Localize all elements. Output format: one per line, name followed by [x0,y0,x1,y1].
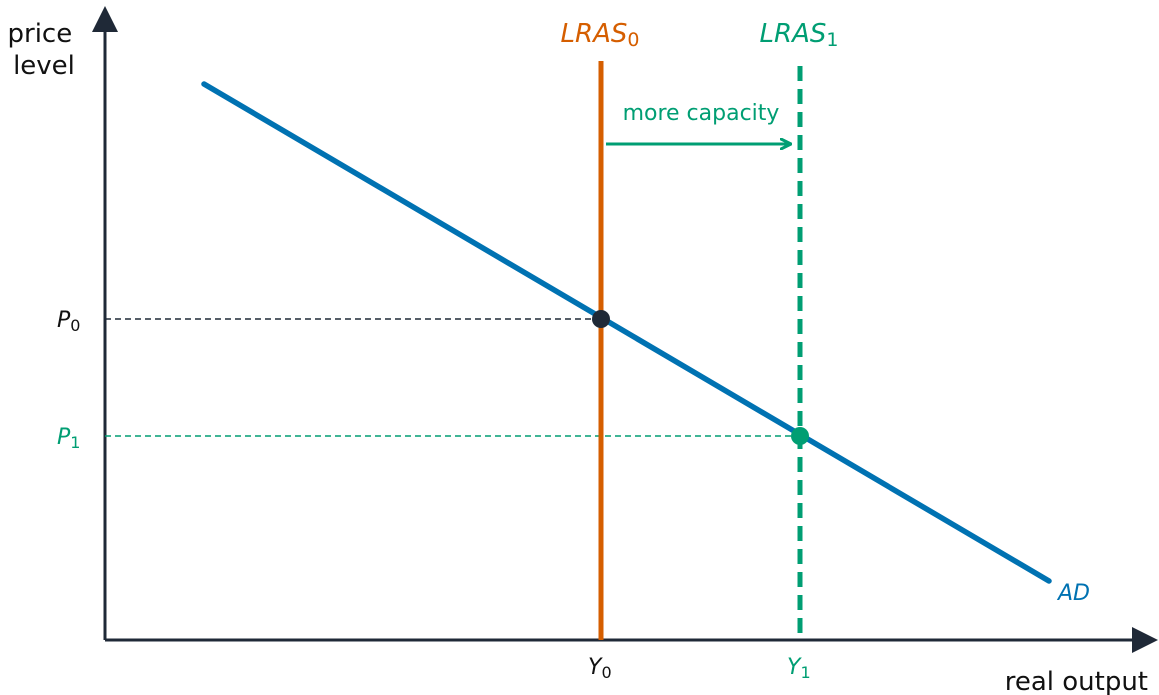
p0-tick-label: P0 [57,308,80,335]
p1-tick-label: P1 [57,425,80,452]
y1-tick-label: Y1 [787,655,811,682]
ad-label: AD [1056,581,1090,606]
lras1-label: LRAS1 [760,19,839,51]
lras0-label: LRAS0 [561,19,640,51]
shift-annotation: more capacity [623,101,780,126]
y-axis-label: price level [8,19,81,81]
y-axis-label-line2: level [13,51,75,81]
y0-tick-label: Y0 [588,655,612,682]
x-axis-arrowhead [1132,627,1158,653]
equilibrium-point-0 [592,310,610,328]
ad-curve [201,81,1052,584]
y-axis-arrowhead [92,6,118,32]
y-axis-label-line1: price [8,19,73,49]
x-axis-label: real output [1005,667,1148,695]
equilibrium-point-1 [791,427,809,445]
